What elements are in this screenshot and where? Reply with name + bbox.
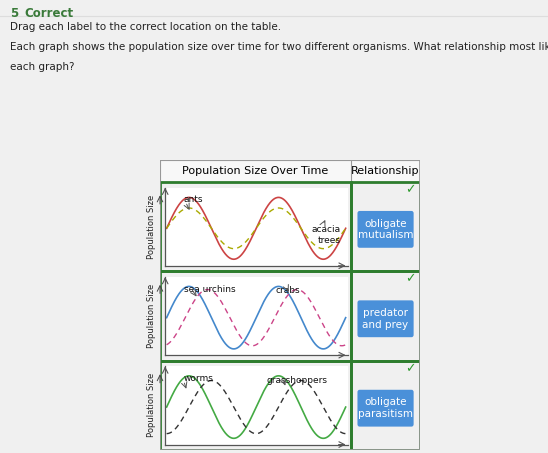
FancyBboxPatch shape	[357, 211, 414, 248]
FancyBboxPatch shape	[357, 300, 414, 337]
Text: ✓: ✓	[406, 273, 416, 286]
Text: ✓: ✓	[406, 362, 416, 375]
FancyBboxPatch shape	[357, 390, 414, 427]
Text: obligate
mutualism: obligate mutualism	[358, 218, 413, 240]
Text: Population Size: Population Size	[147, 194, 156, 259]
Text: Time: Time	[245, 283, 269, 293]
Text: sea urchins: sea urchins	[184, 285, 235, 294]
Text: Relationship: Relationship	[351, 166, 420, 176]
Text: Population Size: Population Size	[147, 284, 156, 348]
Text: 5: 5	[10, 7, 18, 20]
Text: Drag each label to the correct location on the table.: Drag each label to the correct location …	[10, 22, 281, 32]
Text: predator
and prey: predator and prey	[362, 308, 409, 330]
Bar	[351, 182, 420, 271]
Text: grasshoppers: grasshoppers	[266, 376, 327, 385]
Bar	[160, 182, 351, 271]
Text: each graph?: each graph?	[10, 62, 75, 72]
Text: crabs: crabs	[275, 286, 300, 295]
Text: worms: worms	[184, 374, 213, 383]
Bar	[160, 160, 420, 182]
Text: Population Size Over Time: Population Size Over Time	[182, 166, 329, 176]
Bar	[160, 271, 351, 361]
Text: obligate
parasitism: obligate parasitism	[358, 397, 413, 419]
Text: Time: Time	[245, 372, 269, 382]
Text: acacia
trees: acacia trees	[312, 225, 341, 245]
Bar	[351, 361, 420, 450]
Text: ✓: ✓	[406, 183, 416, 196]
Text: ants: ants	[184, 195, 203, 204]
Bar	[160, 361, 351, 450]
Text: Each graph shows the population size over time for two different organisms. What: Each graph shows the population size ove…	[10, 42, 548, 52]
Text: Correct: Correct	[24, 7, 73, 20]
Text: Population Size: Population Size	[147, 373, 156, 438]
Bar	[351, 271, 420, 361]
